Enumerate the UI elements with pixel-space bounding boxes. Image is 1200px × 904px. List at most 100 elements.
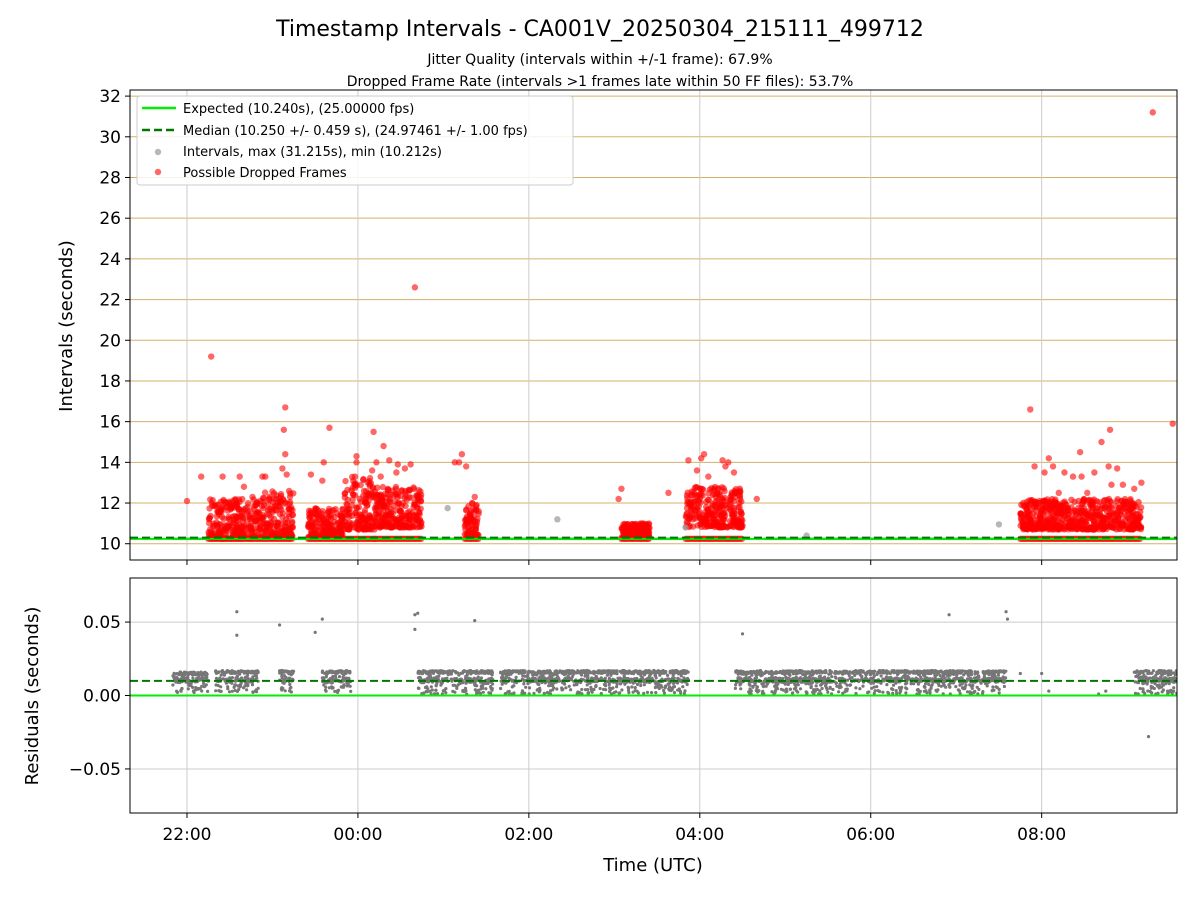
- residual-point: [461, 689, 464, 692]
- residual-point: [175, 690, 178, 693]
- residual-point: [844, 688, 847, 691]
- residual-point: [551, 672, 554, 675]
- dropped-frame-point: [290, 524, 296, 530]
- residual-point: [231, 690, 234, 693]
- residual-point: [487, 691, 490, 694]
- residual-point: [643, 683, 646, 686]
- residual-point: [280, 675, 283, 678]
- dropped-frame-outlier: [1150, 109, 1156, 115]
- residual-point: [619, 682, 622, 685]
- residual-point: [835, 677, 838, 680]
- residual-point: [189, 671, 192, 674]
- residual-point: [231, 670, 234, 673]
- dropped-frame-outlier: [1105, 463, 1111, 469]
- residual-point: [288, 683, 291, 686]
- residual-point: [450, 678, 453, 681]
- dropped-frame-point: [462, 523, 468, 529]
- residual-point: [818, 689, 821, 692]
- residual-point: [189, 683, 192, 686]
- dropped-frame-point: [387, 492, 393, 498]
- dropped-frame-outlier: [615, 496, 621, 502]
- residual-point: [453, 691, 456, 694]
- residual-point: [647, 671, 650, 674]
- dropped-frame-outlier: [208, 353, 214, 359]
- residual-point: [898, 691, 901, 694]
- dropped-frame-point: [255, 528, 261, 534]
- dropped-frame-point: [1021, 517, 1027, 523]
- residual-point: [344, 677, 347, 680]
- residual-point: [685, 670, 688, 673]
- residual-point: [504, 676, 507, 679]
- residual-point: [568, 685, 571, 688]
- dropped-frame-point: [1035, 500, 1041, 506]
- dropped-frame-outlier: [353, 453, 359, 459]
- residual-point: [686, 677, 689, 680]
- residual-point: [173, 677, 176, 680]
- residual-point: [815, 684, 818, 687]
- residual-point: [181, 672, 184, 675]
- dropped-frame-outlier: [219, 473, 225, 479]
- residual-point: [251, 671, 254, 674]
- dropped-frame-outlier: [685, 457, 691, 463]
- residual-point: [551, 683, 554, 686]
- residual-point: [255, 676, 258, 679]
- residual-point: [336, 689, 339, 692]
- residual-point: [611, 670, 614, 673]
- intervals-ytick-label: 30: [99, 128, 121, 148]
- residual-point: [338, 675, 341, 678]
- dropped-frame-point: [1137, 514, 1143, 520]
- residual-point: [200, 689, 203, 692]
- residual-point: [423, 670, 426, 673]
- residual-point: [615, 672, 618, 675]
- residual-point: [663, 691, 666, 694]
- dropped-frame-point: [1100, 514, 1106, 520]
- dropped-frame-point: [349, 502, 355, 508]
- residual-point: [555, 687, 558, 690]
- residual-point: [603, 683, 606, 686]
- dropped-frame-point: [220, 498, 226, 504]
- dropped-frame-outlier: [198, 473, 204, 479]
- residual-point: [599, 687, 602, 690]
- dropped-frame-point: [738, 520, 744, 526]
- residual-point: [500, 676, 503, 679]
- dropped-frame-point: [225, 516, 231, 522]
- residual-point: [681, 672, 684, 675]
- dropped-frame-point: [1018, 511, 1024, 517]
- dropped-frame-point: [315, 508, 321, 514]
- residual-point: [491, 671, 494, 674]
- residual-point: [417, 687, 420, 690]
- residual-point: [322, 683, 325, 686]
- residual-point: [341, 686, 344, 689]
- dropped-frame-point: [261, 529, 267, 535]
- residual-point: [429, 670, 432, 673]
- residual-point: [751, 686, 754, 689]
- residual-point: [673, 677, 676, 680]
- residual-point: [618, 692, 621, 695]
- residual-point: [595, 684, 598, 687]
- intervals-ytick-label: 18: [99, 372, 121, 392]
- residual-point: [620, 688, 623, 691]
- dropped-frame-point: [731, 517, 737, 523]
- dropped-frame-point: [325, 509, 331, 515]
- dropped-frame-outlier: [1078, 473, 1084, 479]
- dropped-frame-point: [256, 510, 262, 516]
- dropped-frame-outlier: [705, 473, 711, 479]
- residual-point: [453, 684, 456, 687]
- dropped-frame-point: [1026, 497, 1032, 503]
- dropped-frame-outlier: [386, 457, 392, 463]
- residual-point: [191, 677, 194, 680]
- dropped-frame-point: [1027, 525, 1033, 531]
- dropped-frame-point: [308, 508, 314, 514]
- residual-point: [613, 691, 616, 694]
- residual-point: [881, 691, 884, 694]
- dropped-frame-point: [341, 526, 347, 532]
- dropped-frame-outlier: [308, 471, 314, 477]
- dropped-frame-point: [254, 522, 260, 528]
- residual-point: [205, 683, 208, 686]
- residual-point: [455, 671, 458, 674]
- dropped-frame-outlier: [370, 429, 376, 435]
- residual-point: [914, 671, 917, 674]
- residual-point: [339, 670, 342, 673]
- residual-point: [499, 671, 502, 674]
- dropped-frame-point: [263, 523, 269, 529]
